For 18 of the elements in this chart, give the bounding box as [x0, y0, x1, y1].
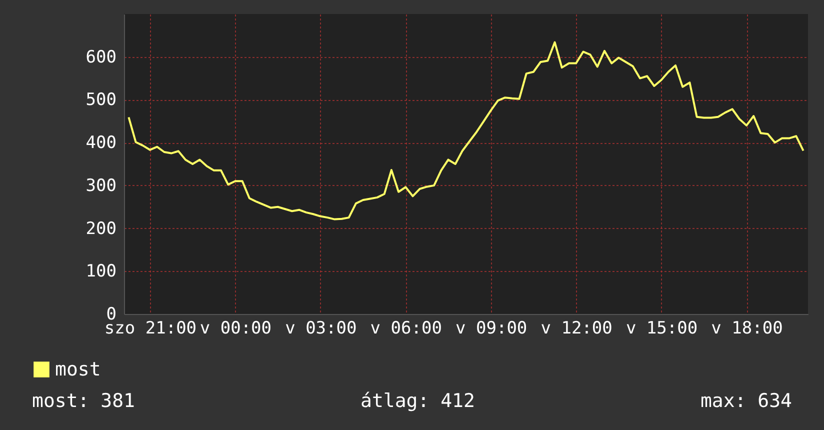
- x-tick-label: v 18:00: [711, 318, 783, 338]
- y-tick-label: 600: [86, 47, 116, 68]
- y-tick-label: 100: [86, 262, 116, 282]
- text: max: 634: [700, 390, 792, 412]
- y-tick-label: 200: [86, 218, 116, 239]
- x-tick-label: v 12:00: [540, 318, 612, 338]
- text: átlag: 412: [360, 390, 475, 412]
- y-tick-label: 300: [86, 176, 116, 196]
- x-tick-label: v 00:00: [200, 318, 272, 338]
- text: most: 381: [32, 390, 135, 412]
- y-tick-label: 500: [86, 90, 116, 110]
- line-series: [128, 41, 804, 220]
- x-tick-label: v 03:00: [285, 318, 357, 338]
- y-tick-label: 400: [86, 133, 116, 154]
- x-tick-label: v 06:00: [370, 318, 442, 338]
- x-tick-label: v 09:00: [456, 318, 528, 338]
- legend-label: most: [55, 358, 101, 380]
- x-tick-label: v 15:00: [626, 318, 698, 338]
